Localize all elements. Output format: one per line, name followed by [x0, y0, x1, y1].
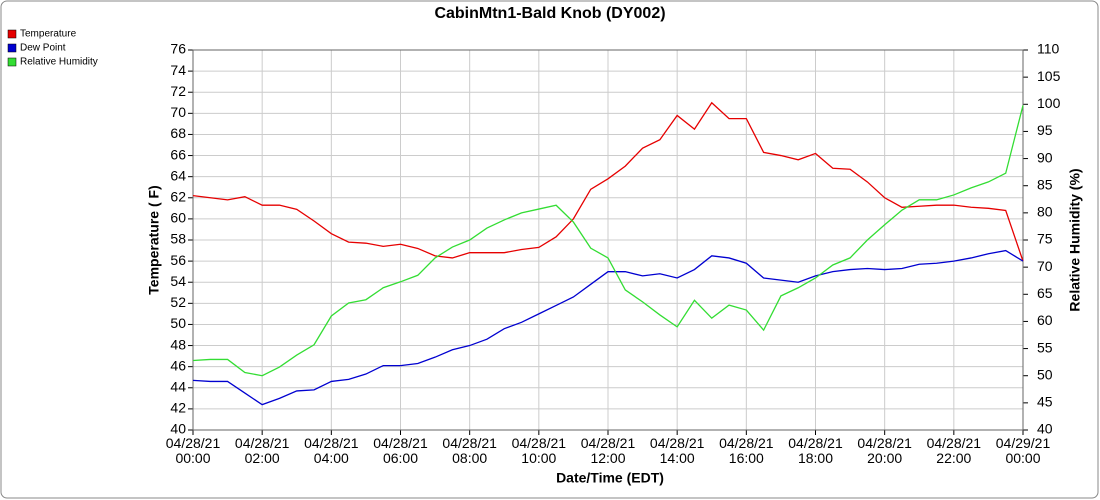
- legend-label: Dew Point: [20, 43, 66, 54]
- y2-tick-label: 105: [1037, 68, 1061, 84]
- legend-swatch: [7, 43, 17, 53]
- chart-title: CabinMtn1-Bald Knob (DY002): [434, 5, 665, 22]
- x-tick-label: 04/28/21 12:00: [580, 435, 636, 466]
- x-tick-label: 04/28/21 00:00: [165, 435, 221, 466]
- y-tick-label: 72: [170, 83, 186, 99]
- y2-axis-title: Relative Humidity (%): [1067, 168, 1083, 311]
- y-tick-label: 54: [170, 273, 186, 289]
- legend-swatch: [7, 29, 17, 39]
- y-tick-label: 76: [170, 41, 186, 57]
- y2-tick-label: 110: [1037, 41, 1060, 57]
- x-tick-label: 04/28/21 14:00: [649, 435, 705, 466]
- y-tick-label: 68: [170, 125, 186, 141]
- y2-tick-label: 65: [1037, 285, 1053, 301]
- y-axis-title: Temperature ( F): [146, 185, 162, 294]
- series-line: [192, 105, 1024, 377]
- y-tick-label: 50: [170, 315, 186, 331]
- y2-tick-label: 40: [1037, 421, 1053, 437]
- y-tick-label: 42: [170, 400, 186, 416]
- x-tick-label: 04/28/21 08:00: [442, 435, 497, 466]
- y-tick-label: 62: [170, 188, 186, 204]
- y-tick-label: 60: [170, 210, 186, 226]
- y2-tick-label: 80: [1037, 204, 1053, 220]
- y-tick-label: 74: [170, 62, 186, 78]
- legend-swatch: [7, 57, 17, 67]
- y2-tick-label: 100: [1037, 95, 1061, 111]
- series-line: [192, 101, 1024, 262]
- x-tick-label: 04/28/21 18:00: [788, 435, 843, 466]
- y-tick-label: 56: [170, 252, 186, 268]
- y2-tick-label: 85: [1037, 176, 1053, 192]
- y2-tick-label: 50: [1037, 366, 1053, 382]
- y2-tick-label: 70: [1037, 258, 1053, 274]
- y-tick-label: 40: [170, 421, 186, 437]
- y2-tick-label: 95: [1037, 122, 1053, 138]
- x-tick-label: 04/28/21 06:00: [373, 435, 428, 466]
- x-tick-label: 04/28/21 22:00: [926, 435, 982, 466]
- y2-tick-label: 90: [1037, 149, 1053, 165]
- x-tick-label: 04/28/21 20:00: [857, 435, 912, 466]
- legend-label: Temperature: [20, 29, 77, 40]
- series-line: [192, 249, 1024, 406]
- y2-tick-label: 75: [1037, 231, 1053, 247]
- x-tick-label: 04/28/21 02:00: [234, 435, 290, 466]
- y-tick-label: 44: [170, 378, 186, 394]
- y-tick-label: 66: [170, 146, 186, 162]
- x-tick-label: 04/28/21 10:00: [511, 435, 567, 466]
- x-tick-label: 04/28/21 16:00: [719, 435, 774, 466]
- y2-tick-label: 60: [1037, 312, 1053, 328]
- y2-tick-label: 55: [1037, 339, 1053, 355]
- y-tick-label: 64: [170, 167, 186, 183]
- x-axis-title: Date/Time (EDT): [556, 470, 664, 486]
- y2-tick-label: 45: [1037, 394, 1053, 410]
- plot-frame: [192, 49, 1024, 431]
- y-tick-label: 52: [170, 294, 186, 310]
- y-tick-label: 70: [170, 104, 186, 120]
- x-tick-label: 04/29/21 00:00: [995, 435, 1051, 466]
- y-tick-label: 58: [170, 231, 186, 247]
- legend-label: Relative Humidity: [20, 57, 98, 68]
- y-tick-label: 46: [170, 357, 186, 373]
- y-tick-label: 48: [170, 336, 186, 352]
- x-tick-label: 04/28/21 04:00: [304, 435, 359, 466]
